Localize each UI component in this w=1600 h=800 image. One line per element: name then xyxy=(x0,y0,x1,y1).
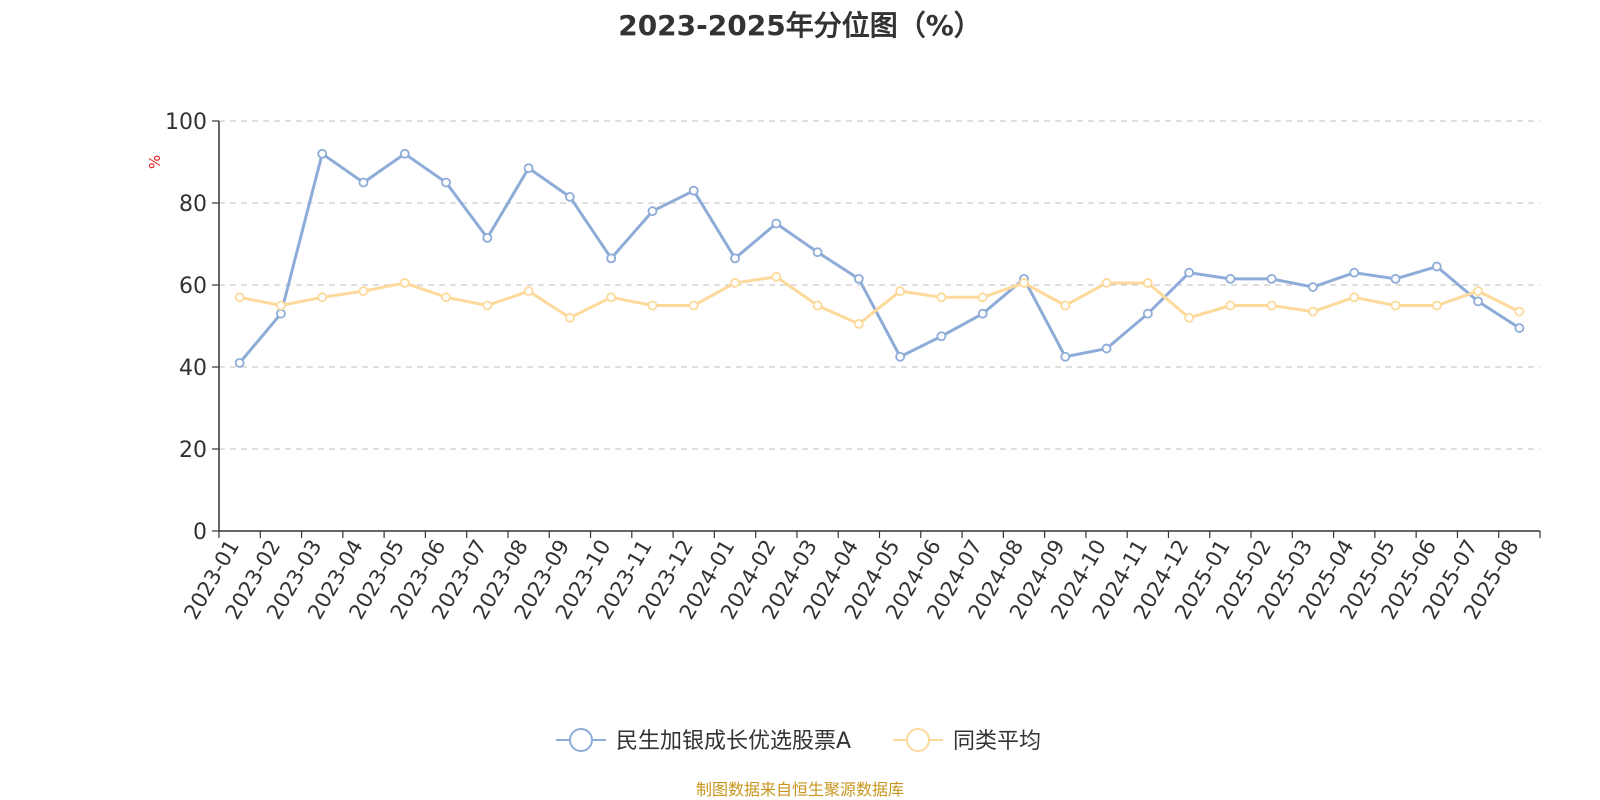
data-point xyxy=(977,292,988,303)
data-point xyxy=(1308,306,1318,317)
legend-label: 民生加银成长优选股票A xyxy=(616,729,851,754)
data-point xyxy=(1142,278,1153,288)
chart-title: 2023-2025年分位图（%） xyxy=(618,9,982,42)
data-point xyxy=(1390,273,1401,284)
data-point xyxy=(234,357,245,368)
data-point xyxy=(1473,286,1483,297)
data-point xyxy=(1060,300,1071,311)
y-axis-label: % xyxy=(146,155,164,169)
y-tick-label: 40 xyxy=(179,356,207,381)
data-point xyxy=(977,308,988,319)
data-point xyxy=(564,312,575,323)
data-point xyxy=(358,286,369,297)
data-point xyxy=(482,300,493,311)
data-point xyxy=(1019,278,1029,288)
grid-lines xyxy=(219,120,1540,450)
data-point xyxy=(441,292,451,303)
data-point xyxy=(1349,292,1360,303)
series-1 xyxy=(234,148,1525,368)
series-line xyxy=(239,275,1521,326)
y-tick-label: 0 xyxy=(193,520,207,545)
y-tick-label: 100 xyxy=(165,110,207,135)
data-point xyxy=(1184,312,1195,323)
data-point xyxy=(895,286,906,297)
data-point xyxy=(358,177,369,188)
series-layer xyxy=(234,148,1525,368)
data-point xyxy=(482,232,493,243)
data-point xyxy=(1101,343,1112,354)
data-point xyxy=(1473,296,1483,307)
data-point xyxy=(1431,300,1442,311)
data-point xyxy=(771,271,782,282)
data-point xyxy=(564,191,575,202)
data-point xyxy=(1349,267,1360,278)
data-point xyxy=(936,331,947,342)
legend-item-2[interactable]: 同类平均 xyxy=(893,728,1041,754)
data-point xyxy=(730,253,740,264)
data-point xyxy=(688,185,699,196)
data-point xyxy=(647,206,658,217)
data-point xyxy=(688,300,699,311)
data-point xyxy=(276,308,286,319)
data-point xyxy=(606,292,617,303)
data-point xyxy=(606,253,617,264)
data-point xyxy=(523,286,534,297)
data-point xyxy=(853,273,864,284)
data-point xyxy=(317,292,328,303)
data-point xyxy=(276,300,286,311)
data-point xyxy=(1184,267,1195,278)
source-note: 制图数据来自恒生聚源数据库 xyxy=(695,780,904,799)
data-point xyxy=(1225,273,1236,284)
data-point xyxy=(895,351,906,362)
legend[interactable]: 民生加银成长优选股票A 同类平均 xyxy=(556,728,1041,754)
data-point xyxy=(730,278,740,288)
data-point xyxy=(523,163,534,174)
data-point xyxy=(1060,351,1071,362)
data-point xyxy=(1266,273,1277,284)
data-point xyxy=(399,148,410,159)
data-point xyxy=(936,292,947,303)
data-point xyxy=(1142,308,1153,319)
data-point xyxy=(812,300,823,311)
series-2 xyxy=(234,271,1525,329)
data-point xyxy=(1101,278,1112,288)
data-point xyxy=(1514,306,1525,317)
y-tick-label: 80 xyxy=(179,192,207,217)
legend-swatch-marker xyxy=(569,728,593,752)
data-point xyxy=(771,218,782,229)
legend-label: 同类平均 xyxy=(953,729,1041,754)
legend-item-1[interactable]: 民生加银成长优选股票A xyxy=(556,728,851,754)
data-point xyxy=(1514,323,1525,333)
data-point xyxy=(234,292,245,303)
data-point xyxy=(441,177,451,188)
y-tick-label: 20 xyxy=(179,438,207,463)
data-point xyxy=(1390,300,1401,311)
data-point xyxy=(399,278,410,288)
data-point xyxy=(812,247,823,258)
data-point xyxy=(1225,300,1236,311)
data-point xyxy=(853,319,864,329)
data-point xyxy=(1266,300,1277,311)
y-tick-label: 60 xyxy=(179,274,207,299)
series-line xyxy=(238,152,1521,364)
data-point xyxy=(1308,282,1318,292)
data-point xyxy=(1431,261,1442,272)
legend-swatch-marker xyxy=(906,728,930,752)
data-point xyxy=(647,300,658,311)
data-point xyxy=(317,148,328,159)
